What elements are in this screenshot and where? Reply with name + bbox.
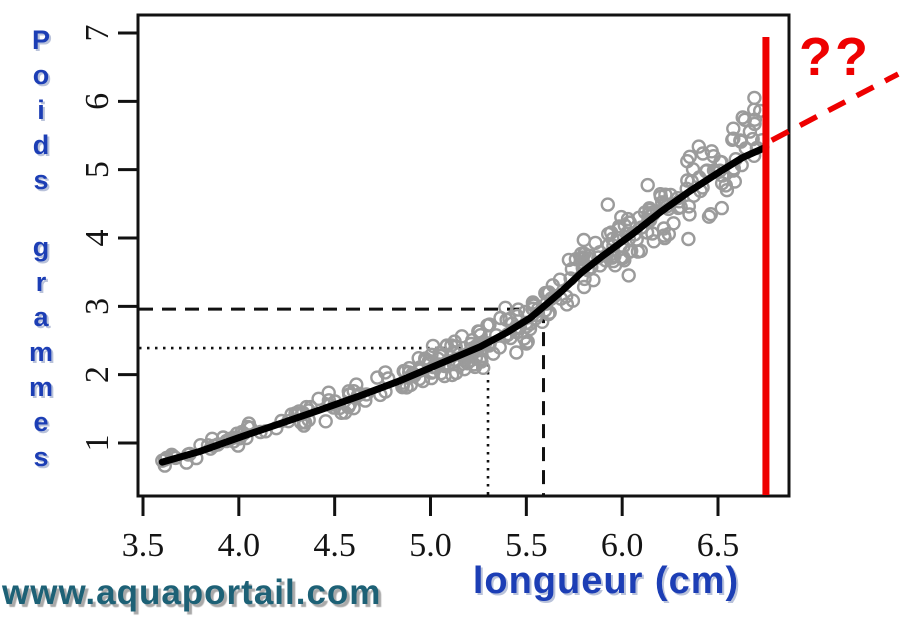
plot-border [136,13,791,498]
trend-curve [158,143,770,466]
scatter-point [576,232,591,248]
x-tick-label: 6.0 [601,527,644,564]
y-title-letter: a [33,302,49,332]
question-marks-annotation: ?? [799,27,871,87]
y-title-letter: g [32,232,50,262]
scatter-point [346,401,361,416]
scatter-point [588,235,603,251]
scatter-point [701,209,717,224]
x-tick-label: 4.0 [218,527,261,564]
scatter-point [576,279,592,295]
scatter-point [573,246,589,262]
scatter-point [656,221,672,236]
y-tick-label: 1 [79,435,116,452]
y-title-letter: i [37,95,45,125]
scatter-point [539,286,554,301]
scatter-point [509,345,524,360]
y-tick-label: 6 [79,93,116,110]
scatter-point [735,110,750,125]
scatter-point [241,416,257,431]
scatter-point [586,273,601,288]
y-title-letter: r [35,267,47,297]
scatter-point [415,373,431,389]
y-title-letter: m [28,337,53,367]
y-title-letter: s [33,442,49,472]
scatter-point [682,207,697,222]
x-tick-label: 5.0 [409,527,452,564]
scatter-point [726,131,741,146]
y-title-letter: s [33,165,49,195]
watermark: www.aquaportail.com [2,573,382,612]
scatter-point [433,366,449,381]
scatter-point [747,90,762,106]
x-tick-label: 3.5 [122,527,165,564]
scatter-point [498,300,513,315]
scatter-point [640,177,655,193]
scatter-point [680,153,695,169]
scatter-point [737,112,752,128]
scatter-point [653,186,668,202]
scatter-point [742,124,758,139]
scatter-point [704,144,719,159]
y-title-letter: e [33,407,49,437]
scatter-point [559,297,575,312]
scatter-point [476,360,491,375]
scatter-point [425,338,441,354]
scatter-point [318,414,333,429]
scatter-point [600,197,615,212]
scatter-point [611,221,627,237]
red-projection-line [770,71,900,143]
y-tick-label: 4 [79,230,116,247]
scatter-point [454,329,470,344]
x-tick-label: 5.5 [505,527,548,564]
scatter-point [321,385,336,400]
y-tick-label: 2 [79,366,116,383]
y-tick-label: 7 [79,25,116,42]
scatter-point [691,139,706,154]
y-title-letter: o [32,60,50,90]
scatter-point [630,244,646,259]
x-axis: 3.5 4.0 4.5 5.0 5.5 6.0 6.5 [122,496,740,564]
scatter-point [714,200,729,216]
scatter-point [656,228,672,243]
y-title-letter: d [32,130,50,160]
x-axis-title: longueur (cm) [472,560,740,602]
y-title-letter: P [31,25,50,55]
scatter-point [621,268,636,283]
scatter-point [522,321,538,337]
scatter-point [460,356,475,371]
y-tick-label: 5 [79,161,116,178]
scatter-point [552,272,568,287]
scatter-point [311,391,326,406]
scatter-point [482,317,497,332]
x-tick-label: 4.5 [313,527,356,564]
scatter-point [658,187,673,202]
scatter-point [726,121,741,136]
scatter-points [155,90,770,473]
scatter-point [681,231,696,247]
scatter-point [727,174,742,189]
x-tick-label: 6.5 [697,527,740,564]
y-title-letter: m [28,372,53,402]
scatter-point [621,215,637,230]
y-tick-label: 3 [79,298,116,315]
y-axis: 1 2 3 4 5 6 7 [79,25,138,452]
